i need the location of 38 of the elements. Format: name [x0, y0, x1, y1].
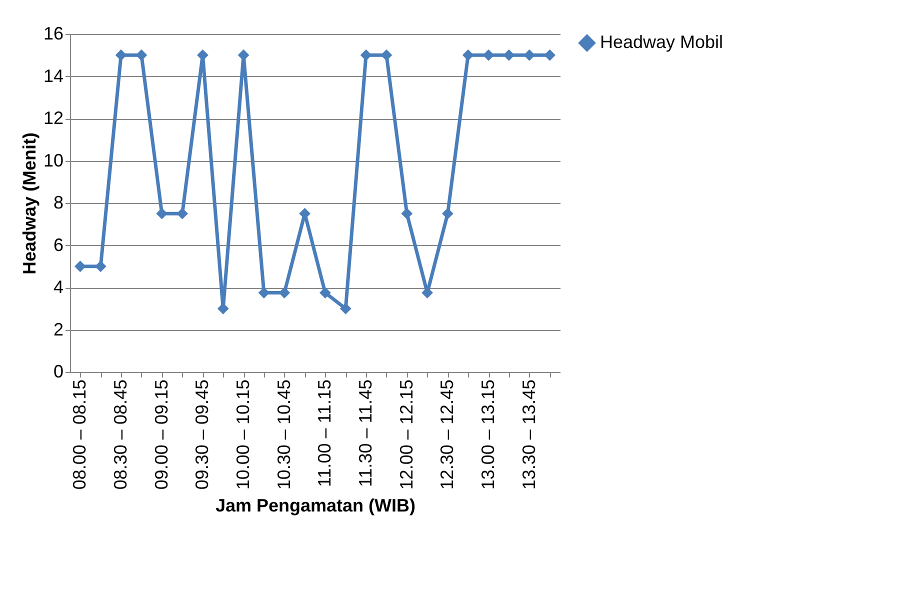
point: [176, 208, 188, 220]
x-tick-label: 12.00 – 12.15: [396, 380, 416, 490]
x-tick-label: 10.30 – 10.45: [274, 380, 294, 490]
x-tick-label: 12.30 – 12.45: [437, 380, 458, 490]
y-tick-label: 12: [43, 108, 64, 128]
y-axis-title: Headway (Menit): [19, 132, 40, 275]
point: [360, 49, 372, 61]
x-axis-title: Jam Pengamatan (WIB): [215, 496, 416, 516]
point: [115, 49, 127, 61]
x-tick-label: 11.00 – 11.15: [314, 380, 335, 487]
x-tick-label: 08.30 – 08.45: [110, 380, 131, 490]
x-tick-label: 11.30 – 11.45: [356, 380, 376, 487]
point: [136, 49, 148, 61]
x-tick-label: 08.00 – 08.15: [70, 380, 90, 490]
x-tick-label: 13.30 – 13.45: [518, 380, 539, 490]
point: [482, 49, 494, 61]
x-tick-label: 09.30 – 09.45: [192, 380, 212, 490]
point: [74, 260, 86, 272]
point: [380, 49, 392, 61]
point: [544, 49, 556, 61]
point: [320, 287, 331, 298]
y-tick-label: 4: [53, 277, 64, 297]
x-tick-label: 13.00 – 13.15: [478, 380, 498, 490]
point: [503, 49, 515, 61]
y-tick-label: 10: [43, 150, 64, 170]
y-tick-label: 6: [53, 234, 64, 255]
y-tick-label: 0: [53, 362, 64, 382]
legend-label: Headway Mobil: [600, 32, 724, 52]
point: [401, 208, 413, 220]
point: [462, 49, 474, 61]
y-tick-label: 8: [53, 192, 64, 212]
y-tick-label: 14: [43, 66, 64, 86]
y-tick-label: 2: [53, 319, 64, 340]
y-tick-label: 16: [43, 24, 64, 44]
x-tick-label: 10.00 – 10.15: [233, 380, 254, 490]
point: [442, 208, 454, 220]
x-tick-label: 09.00 – 09.15: [151, 380, 172, 490]
point: [340, 302, 352, 314]
